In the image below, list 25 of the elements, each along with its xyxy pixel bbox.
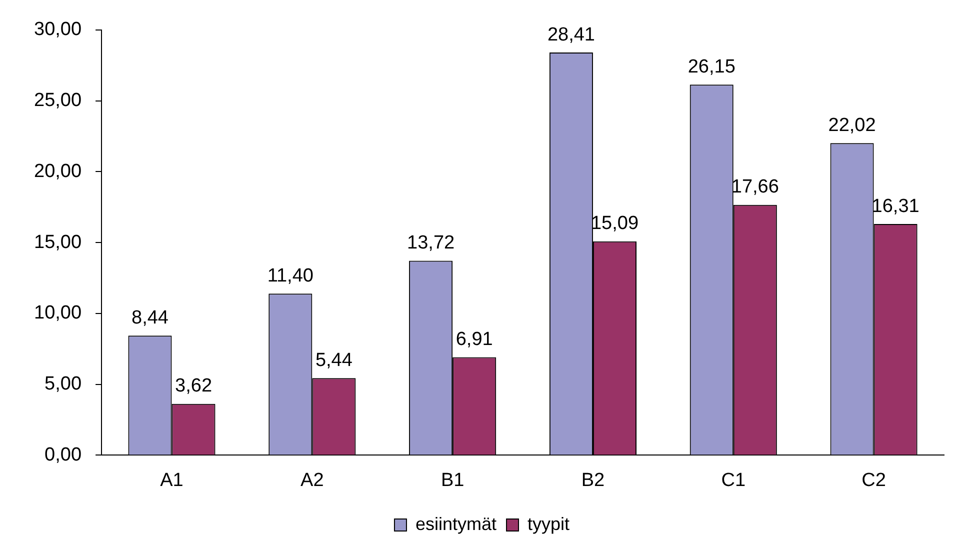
- y-tick-label: 15,00: [34, 232, 82, 253]
- x-tick-label: C2: [862, 470, 886, 491]
- y-tick-label: 25,00: [34, 90, 82, 112]
- y-tick-label: 20,00: [34, 160, 82, 182]
- legend-label: esiintymät: [415, 514, 497, 534]
- data-label: 13,72: [407, 232, 455, 254]
- y-tick-label: 10,00: [34, 302, 82, 324]
- y-tick-label: 5,00: [44, 374, 82, 395]
- y-tick-label: 30,00: [34, 19, 82, 40]
- x-tick-label: B1: [440, 470, 464, 491]
- data-label: 26,15: [688, 56, 736, 78]
- data-label: 5,44: [315, 350, 353, 371]
- data-label: 16,31: [872, 196, 920, 217]
- x-tick-label: B2: [581, 470, 605, 491]
- y-tick-label: 0,00: [44, 444, 82, 466]
- x-tick-label: C1: [721, 470, 746, 491]
- x-tick-label: A1: [160, 470, 184, 491]
- data-label: 8,44: [131, 307, 169, 328]
- legend-label: tyypit: [528, 514, 570, 534]
- data-label: 6,91: [456, 328, 493, 350]
- x-tick-label: A2: [300, 470, 324, 491]
- data-label: 28,41: [547, 24, 595, 46]
- data-label: 11,40: [267, 265, 314, 286]
- data-label: 3,62: [175, 376, 212, 397]
- data-label: 22,02: [828, 114, 876, 136]
